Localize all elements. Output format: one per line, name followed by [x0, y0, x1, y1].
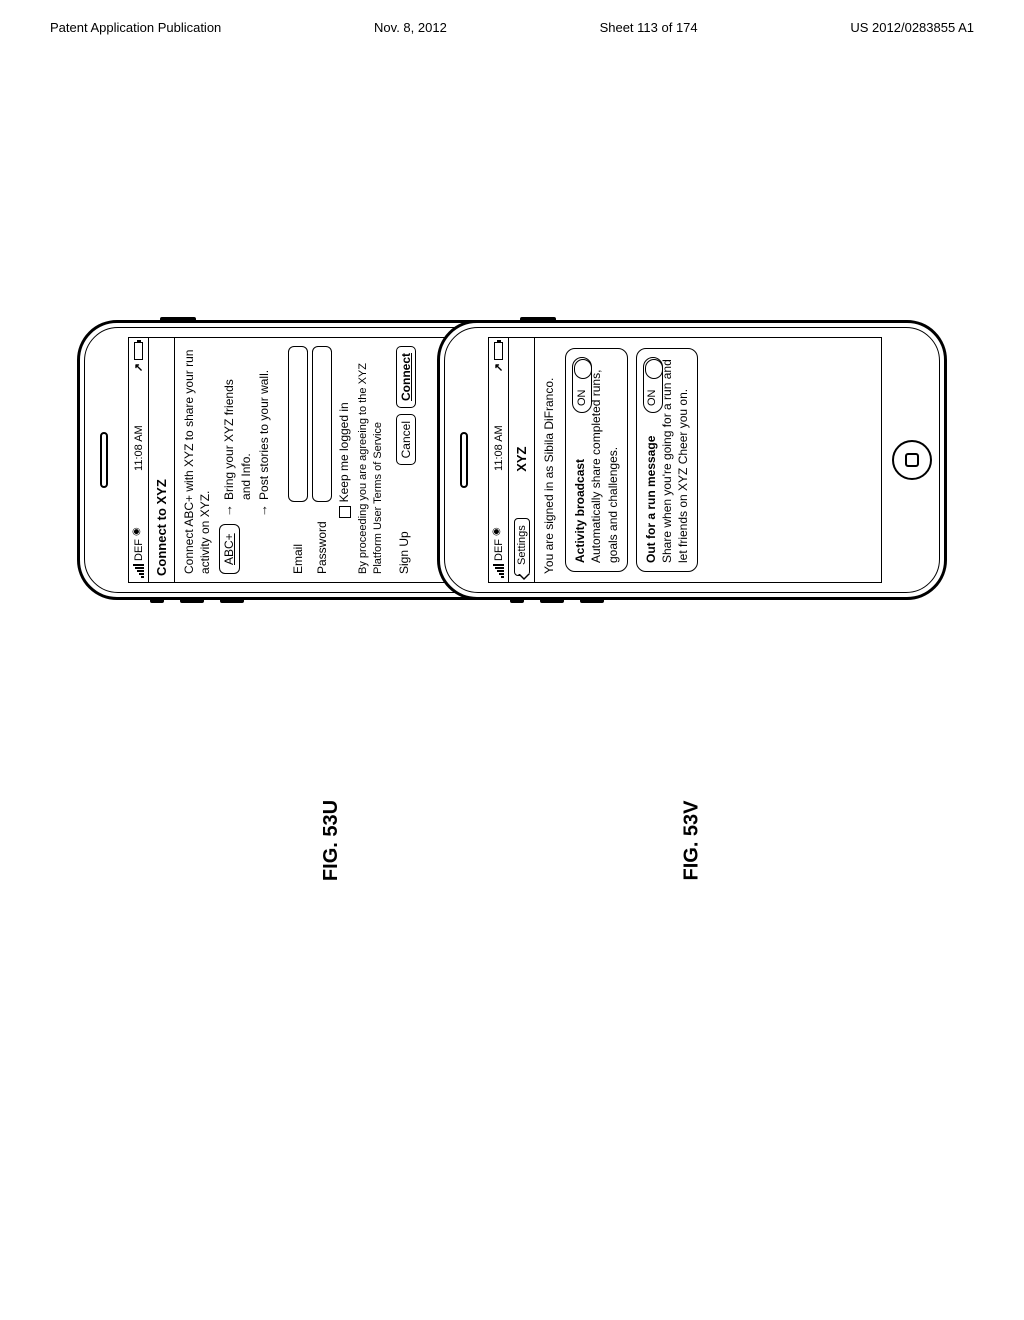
bullet-friends: Bring your XYZ friends and Info.: [221, 367, 253, 500]
terms-text: By proceeding you are agreeing to the XY…: [356, 346, 386, 574]
phone-53v: DEF 11:08 AM Settings XYZ: [437, 320, 947, 600]
password-label: Password: [314, 508, 330, 574]
location-arrow-icon: [492, 363, 505, 372]
nav-title-53u: Connect to XYZ: [154, 344, 169, 576]
bullet-wall: Post stories to your wall.: [256, 370, 272, 500]
signal-icon: [133, 564, 144, 578]
activity-broadcast-block: ON Activity broadcast Automatically shar…: [565, 348, 628, 572]
pub-sheet: Sheet 113 of 174: [600, 20, 698, 35]
nav-title-53v: XYZ: [514, 400, 529, 518]
signup-link[interactable]: Sign Up: [396, 531, 412, 574]
pub-mid: Nov. 8, 2012: [374, 20, 447, 35]
cancel-button[interactable]: Cancel: [396, 414, 416, 465]
pub-left: Patent Application Publication: [50, 20, 221, 35]
keep-logged-label: Keep me logged in: [337, 402, 351, 502]
email-field[interactable]: [288, 346, 308, 502]
activity-broadcast-desc: Automatically share completed runs, goal…: [588, 357, 620, 563]
status-bar: DEF 11:08 AM: [489, 338, 509, 582]
signal-icon: [493, 564, 504, 578]
email-label: Email: [290, 508, 306, 574]
location-arrow-icon: [132, 363, 145, 372]
battery-icon: [134, 342, 143, 360]
activity-broadcast-toggle[interactable]: ON: [572, 357, 592, 413]
page-header: Patent Application Publication Nov. 8, 2…: [10, 20, 1014, 45]
password-field[interactable]: [312, 346, 332, 502]
nav-bar-53v: Settings XYZ: [509, 338, 535, 582]
out-for-run-toggle[interactable]: ON: [643, 357, 663, 413]
nav-bar-53u: Connect to XYZ: [149, 338, 175, 582]
keep-logged-checkbox[interactable]: [339, 506, 351, 518]
figure-label-53u: FIG. 53U: [320, 800, 343, 881]
carrier-label: DEF: [493, 539, 505, 561]
back-button[interactable]: Settings: [514, 518, 530, 576]
pub-no: US 2012/0283855 A1: [850, 20, 974, 35]
status-bar: DEF 11:08 AM: [129, 338, 149, 582]
signed-in-text: You are signed in as Sibila DiFranco.: [541, 346, 557, 574]
wifi-icon: [134, 524, 143, 536]
battery-icon: [494, 342, 503, 360]
status-time: 11:08 AM: [133, 425, 145, 471]
figure-label-53v: FIG. 53V: [681, 800, 704, 880]
home-button[interactable]: [892, 440, 932, 480]
status-time: 11:08 AM: [493, 425, 505, 471]
connect-button[interactable]: Connect: [396, 346, 416, 408]
abc-plus-button[interactable]: ABC+: [219, 524, 239, 574]
intro-text: Connect ABC+ with XYZ to share your run …: [181, 346, 213, 574]
out-for-run-desc: Share when you're going for a run and le…: [659, 357, 691, 563]
earpiece-icon: [100, 432, 108, 488]
out-for-run-block: ON Out for a run message Share when you'…: [636, 348, 699, 572]
carrier-label: DEF: [133, 539, 145, 561]
earpiece-icon: [460, 432, 468, 488]
wifi-icon: [494, 524, 503, 536]
